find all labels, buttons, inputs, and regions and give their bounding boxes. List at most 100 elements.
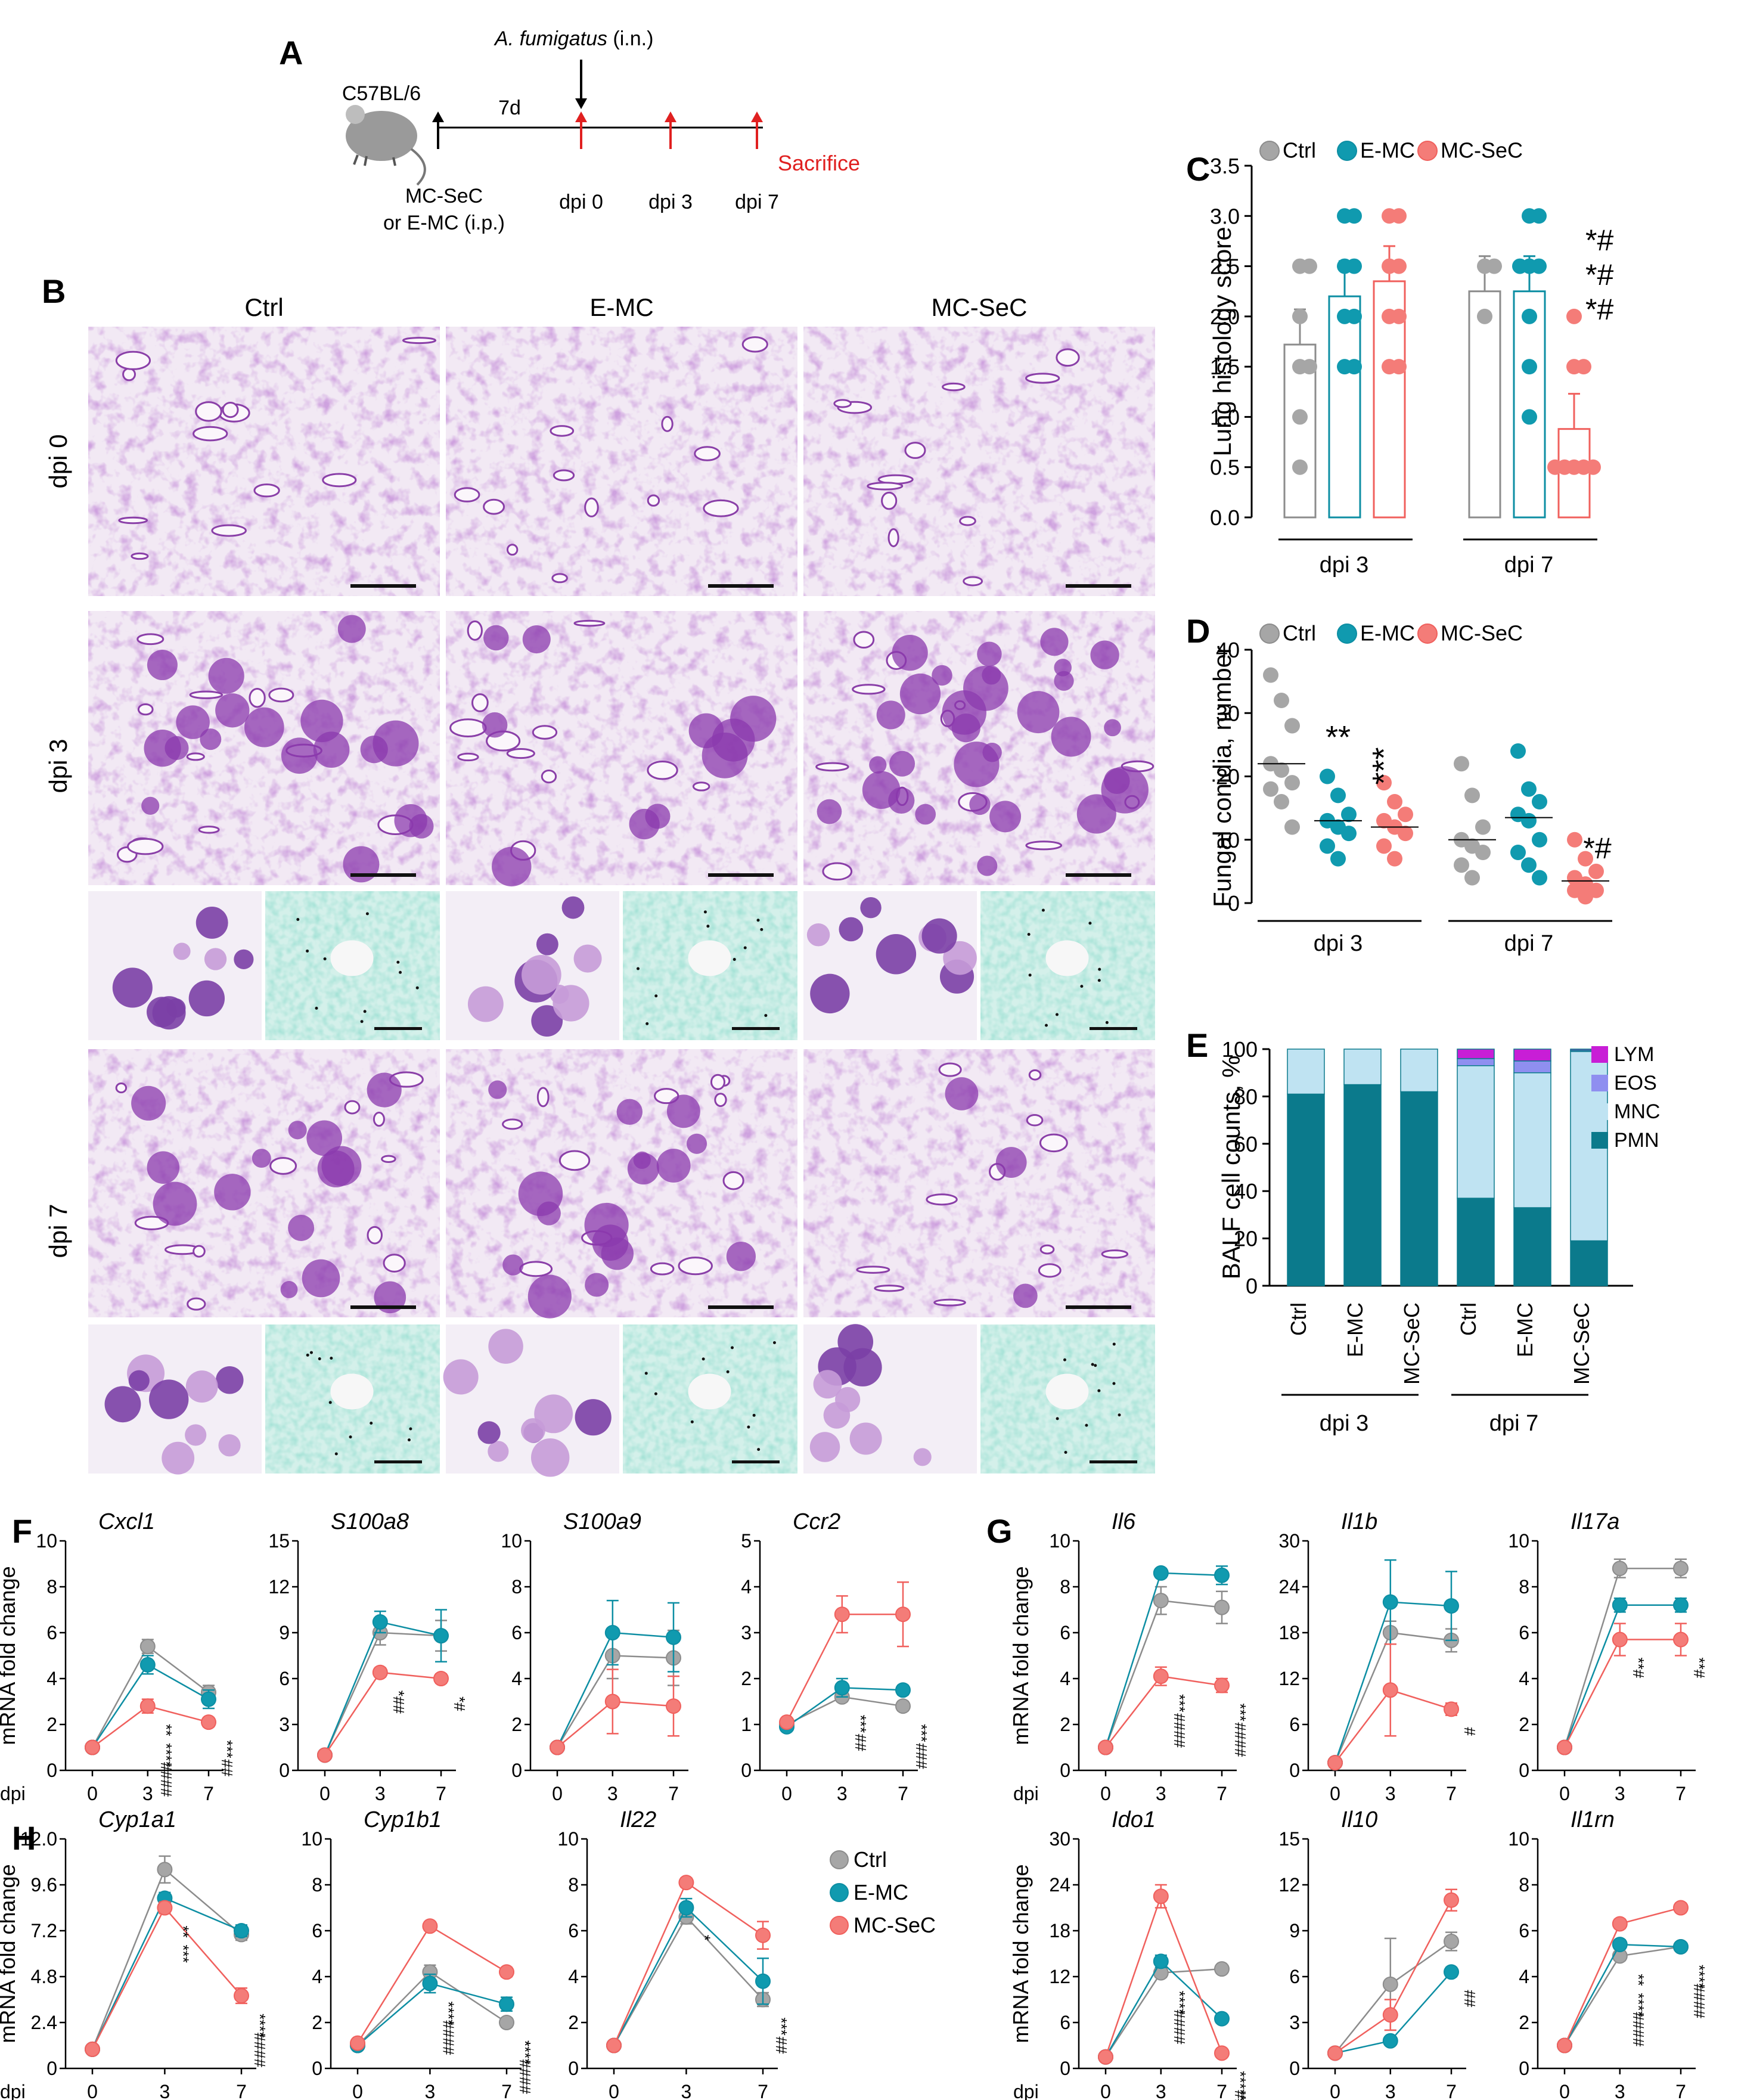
data-point xyxy=(1398,807,1413,823)
inflammatory-infiltrate-mark xyxy=(147,650,178,681)
timepoint-label: dpi 0 xyxy=(559,191,603,213)
y-tick-label: 8 xyxy=(312,1874,322,1896)
data-point xyxy=(1475,819,1491,835)
y-tick-label: 40 xyxy=(1234,1179,1258,1203)
stacked-bar-segment xyxy=(1457,1058,1495,1066)
significance-marker: #### xyxy=(251,2033,269,2067)
x-tick-label: 0 xyxy=(781,1783,792,1804)
panel-letter-D: D xyxy=(1186,612,1210,650)
data-point xyxy=(1382,1682,1398,1698)
cell-mark xyxy=(837,1324,874,1360)
data-point xyxy=(1214,2011,1230,2027)
pas-cytology-image xyxy=(446,891,619,1040)
group-label: dpi 3 xyxy=(1320,1411,1368,1436)
y-tick-label: 0 xyxy=(568,2058,579,2079)
data-point xyxy=(1330,787,1346,804)
airway-mark xyxy=(853,631,875,649)
significance-marker: ## xyxy=(1461,1990,1479,2007)
cell-mark xyxy=(443,1359,479,1395)
x-axis-label: dpi xyxy=(0,2081,26,2100)
conidia-mark xyxy=(747,1425,750,1429)
conidia-mark xyxy=(636,967,640,970)
legend-label: LYM xyxy=(1614,1043,1654,1066)
significance-marker: #### xyxy=(1630,2012,1647,2046)
y-tick-label: 15 xyxy=(268,1530,290,1552)
y-tick-label: 2 xyxy=(46,1714,57,1735)
significance-marker: ## xyxy=(772,2037,790,2054)
mouse-body-icon xyxy=(346,111,417,161)
y-tick-label: 6 xyxy=(46,1622,57,1643)
pas-cytology-image xyxy=(803,1324,977,1474)
y-tick-label: 6 xyxy=(1060,2012,1070,2033)
y-tick-label: 0 xyxy=(741,1760,752,1781)
conidia-mark xyxy=(1063,1358,1066,1361)
data-point xyxy=(604,1625,620,1640)
data-point xyxy=(1153,1888,1169,1904)
cell-mark xyxy=(575,1399,612,1436)
conidia-mark xyxy=(756,919,760,922)
cell-mark xyxy=(806,923,830,947)
y-tick-label: 2 xyxy=(1060,1714,1070,1735)
airway-mark xyxy=(502,1118,523,1130)
cell-mark xyxy=(921,918,957,954)
significance-marker: #### xyxy=(439,2021,457,2055)
data-point xyxy=(1612,1597,1628,1613)
airway-mark xyxy=(678,1257,713,1276)
data-point xyxy=(1673,1938,1689,1955)
gene-title: Il22 xyxy=(620,1807,656,1832)
conidia-mark xyxy=(1056,1417,1059,1420)
airway-lumen-mark xyxy=(688,940,731,976)
x-tick-label: 7 xyxy=(668,1783,679,1804)
data-point xyxy=(1214,1677,1230,1693)
data-point xyxy=(1292,409,1308,425)
histology-column-header: Ctrl xyxy=(244,293,283,321)
airway-mark xyxy=(553,469,575,482)
data-point xyxy=(1327,1755,1343,1771)
airway-mark xyxy=(195,401,222,422)
significance-marker: ** xyxy=(1326,719,1351,755)
mouse-strain-label: C57BL/6 xyxy=(342,82,421,105)
conidia-mark xyxy=(733,958,736,961)
airway-mark xyxy=(926,1193,958,1206)
data-point xyxy=(1214,1961,1230,1977)
y-tick-label: 30 xyxy=(1278,1530,1300,1552)
airway-mark xyxy=(136,633,165,646)
x-tick-label: 0 xyxy=(1100,2081,1111,2100)
y-axis-label: Lung histology score xyxy=(1208,227,1236,456)
x-tick-label: 0 xyxy=(87,2081,98,2100)
data-point xyxy=(1673,1631,1689,1648)
stacked-bar-segment xyxy=(1513,1072,1551,1208)
significance-marker: ** xyxy=(157,1724,175,1736)
inflammatory-infiltrate-mark xyxy=(982,743,1002,762)
data-point xyxy=(1612,1561,1628,1577)
significance-marker: **# xyxy=(1630,1658,1647,1679)
y-tick-label: 4 xyxy=(1060,1668,1070,1689)
y-tick-label: 8 xyxy=(568,1874,579,1896)
data-point xyxy=(1387,794,1402,809)
y-tick-label: 60 xyxy=(1234,1132,1258,1156)
data-point xyxy=(1444,1598,1459,1614)
data-point xyxy=(1475,845,1491,860)
conidia-mark xyxy=(315,1006,318,1010)
inflammatory-infiltrate-mark xyxy=(977,855,998,876)
y-tick-label: 3.0 xyxy=(1210,204,1240,228)
scale-bar xyxy=(350,1305,416,1309)
y-tick-label: 0.0 xyxy=(1210,505,1240,530)
conidia-mark xyxy=(407,1438,411,1442)
series-line xyxy=(1334,1631,1452,1763)
conidia-mark xyxy=(396,960,400,964)
y-tick-label: 6 xyxy=(1289,1966,1300,1987)
airway-mark xyxy=(650,1262,675,1276)
x-tick-label: 7 xyxy=(758,2081,768,2100)
data-point xyxy=(1320,838,1335,854)
bar xyxy=(1513,290,1546,519)
x-tick-label: 3 xyxy=(1385,1783,1396,1804)
x-tick-label: 7 xyxy=(1446,2081,1457,2100)
x-tick-label: 7 xyxy=(1216,2081,1227,2100)
cell-mark xyxy=(849,1422,882,1455)
scale-bar xyxy=(1066,873,1131,877)
legend-label: Ctrl xyxy=(1283,138,1316,163)
inflammatory-infiltrate-mark xyxy=(817,799,842,824)
y-tick-label: 9 xyxy=(1289,1920,1300,1941)
